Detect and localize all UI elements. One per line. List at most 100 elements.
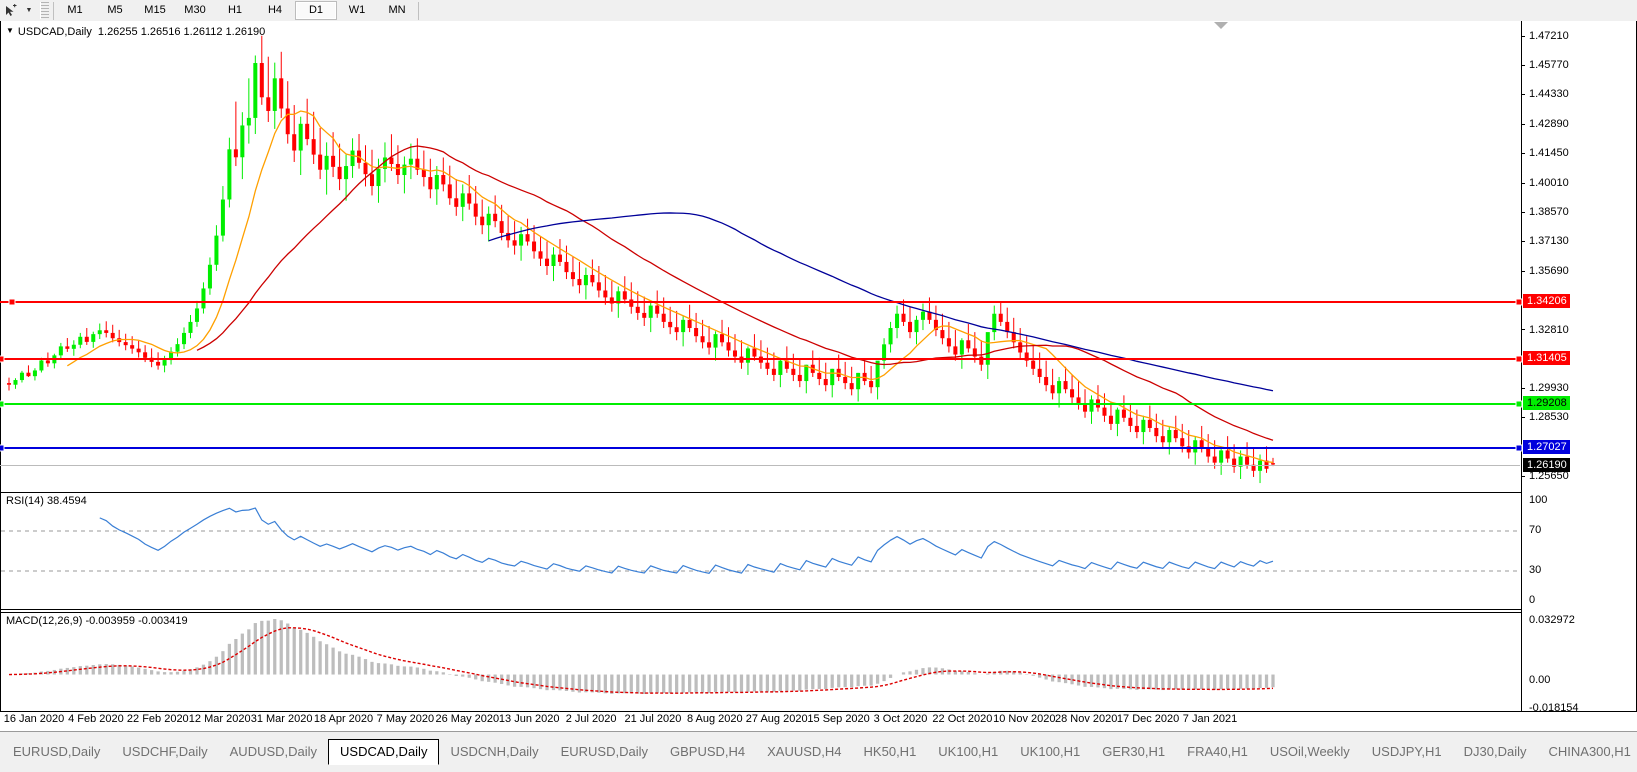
level-anchor-handle[interactable] [1515,444,1523,452]
chevron-down-icon[interactable]: ▼ [25,7,33,14]
level-anchor-handle[interactable] [1515,298,1523,306]
date-axis-label: 13 Jun 2020 [498,713,560,725]
chart-tab-usdchf-daily[interactable]: USDCHF,Daily [122,744,208,759]
macd-axis-label: 0.00 [1529,674,1551,686]
price-axis-label: 1.37130 [1529,235,1569,248]
macd-axis-label: 0.032972 [1529,614,1575,626]
price-axis-label: 1.32810 [1529,323,1569,336]
level-line-1.29208[interactable] [0,402,1520,405]
chart-tab-dj30-daily[interactable]: DJ30,Daily [1463,744,1527,759]
timeframe-button-w1[interactable]: W1 [348,4,366,16]
date-axis-label: 7 Jan 2021 [1182,713,1238,725]
chart-tab-china300-h1[interactable]: CHINA300,H1 [1548,744,1631,759]
macd-pane[interactable] [1,612,1521,711]
toolbar-separator [418,1,419,20]
date-axis-label: 4 Feb 2020 [68,713,124,725]
date-axis-label: 21 Jul 2020 [624,713,682,725]
price-axis-tick [1521,476,1525,477]
crosshair-cursor-icon[interactable] [0,1,22,20]
price-axis-line [1521,21,1522,712]
price-pane[interactable] [1,21,1521,490]
level-anchor-handle[interactable] [0,355,5,363]
price-axis-tick [1521,388,1525,389]
price-axis-label: 1.38570 [1529,205,1569,218]
timeframe-button-m5[interactable]: M5 [107,4,123,16]
level-line-1.27027[interactable] [0,447,1520,450]
level-line-1.34206[interactable] [0,301,1520,303]
chart-symbol-header: ▼ USDCAD,Daily 1.26255 1.26516 1.26112 1.2… [6,26,265,38]
price-axis-tick [1521,417,1525,418]
chart-tab-uk100-h1[interactable]: UK100,H1 [938,744,999,759]
level-line-1.2619[interactable] [0,464,1520,466]
level-anchor-handle[interactable] [1515,400,1523,408]
chart-tab-ger30-h1[interactable]: GER30,H1 [1102,744,1166,759]
level-anchor-handle[interactable] [0,444,5,452]
price-tag-1.29208[interactable]: 1.29208 [1523,395,1570,410]
chart-tab-gbpusd-h4[interactable]: GBPUSD,H4 [669,744,746,759]
chart-tab-eurusd-daily[interactable]: EURUSD,Daily [560,744,648,759]
chart-tab-audusd-daily[interactable]: AUDUSD,Daily [229,744,318,759]
triangle-down-icon[interactable]: ▼ [6,26,14,35]
date-axis-label: 16 Jan 2020 [3,713,65,725]
date-axis-label: 3 Oct 2020 [873,713,928,725]
rsi-axis-label: 100 [1529,494,1548,506]
chart-tab-usoil-weekly[interactable]: USOil,Weekly [1269,744,1350,759]
price-axis-tick [1521,329,1525,330]
price-axis-label: 1.35690 [1529,264,1569,277]
timeframe-button-h1[interactable]: H1 [227,4,243,16]
date-axis-label: 22 Oct 2020 [932,713,993,725]
chart-tab-uk100-h1[interactable]: UK100,H1 [1020,744,1081,759]
date-axis[interactable]: 16 Jan 2020 4 Feb 2020 22 Feb 2020 12 Mar 2… [0,712,1637,730]
price-axis-label: 1.47210 [1529,29,1569,42]
date-axis-label: 26 May 2020 [435,713,500,725]
chart-tab-hk50-h1[interactable]: HK50,H1 [863,744,917,759]
price-axis-tick [1521,212,1525,213]
rsi-axis-label: 30 [1529,564,1542,576]
price-tag-1.31405[interactable]: 1.31405 [1523,351,1570,366]
timeframe-buttons: M1 M5 M15 M30 H1 H4 D1 W1 MN [52,1,420,20]
date-axis-label: 15 Sep 2020 [807,713,870,725]
price-axis-tick [1521,153,1525,154]
price-tag-1.26190[interactable]: 1.26190 [1523,457,1570,472]
rsi-axis-label: 0 [1529,594,1536,606]
chart-tab-bar[interactable]: EURUSD,Daily USDCHF,Daily AUDUSD,Daily USDC… [0,731,1637,772]
chart-tab-usdcnh-daily[interactable]: USDCNH,Daily [450,744,539,759]
chart-tab-fra40-h1[interactable]: FRA40,H1 [1187,744,1248,759]
timeframe-button-m30[interactable]: M30 [184,4,206,16]
timeframe-button-mn[interactable]: MN [388,4,406,16]
chart-tab-usdjpy-h1[interactable]: USDJPY,H1 [1371,744,1442,759]
timeframe-button-d1[interactable]: D1 [295,1,337,20]
date-axis-label: 2 Jul 2020 [565,713,617,725]
price-axis-label: 1.41450 [1529,147,1569,160]
candlestick-plot [6,35,1276,484]
timeframe-button-m15[interactable]: M15 [144,4,166,16]
level-anchor-handle[interactable] [1515,355,1523,363]
date-axis-label: 28 Nov 2020 [1054,713,1118,725]
chart-tab-usdcad-daily[interactable]: USDCAD,Daily [328,739,440,765]
level-line-1.31405[interactable] [0,358,1520,361]
level-anchor-handle[interactable] [0,400,5,408]
price-axis-tick [1521,124,1525,125]
chart-area[interactable]: ▼ USDCAD,Daily 1.26255 1.26516 1.26112 1.2… [0,21,1637,714]
price-tag-1.27027[interactable]: 1.27027 [1523,440,1570,455]
chart-tab-eurusd-daily[interactable]: EURUSD,Daily [13,744,101,759]
price-axis-tick [1521,36,1525,37]
price-axis-label: 1.42890 [1529,117,1569,130]
chart-ohlc-values: 1.26255 1.26516 1.26112 1.26190 [97,26,266,38]
toolbar-drag-handle[interactable] [40,2,49,19]
level-anchor-handle[interactable] [8,298,16,306]
date-axis-label: 22 Feb 2020 [126,713,189,725]
macd-label: MACD(12,26,9) -0.003959 -0.003419 [6,615,191,627]
price-tag-1.34206[interactable]: 1.34206 [1523,294,1570,308]
price-axis-tick [1521,94,1525,95]
timeframe-button-h4[interactable]: H4 [267,4,283,16]
date-axis-label: 27 Aug 2020 [745,713,808,725]
chart-shift-marker[interactable] [1214,22,1228,29]
price-axis-label: 1.45770 [1529,59,1569,72]
price-axis-tick [1521,241,1525,242]
price-axis-tick [1521,271,1525,272]
rsi-label: RSI(14) 38.4594 [6,495,90,507]
rsi-pane[interactable] [1,492,1521,610]
chart-tab-xauusd-h4[interactable]: XAUUSD,H4 [767,744,842,759]
timeframe-button-m1[interactable]: M1 [67,4,83,16]
